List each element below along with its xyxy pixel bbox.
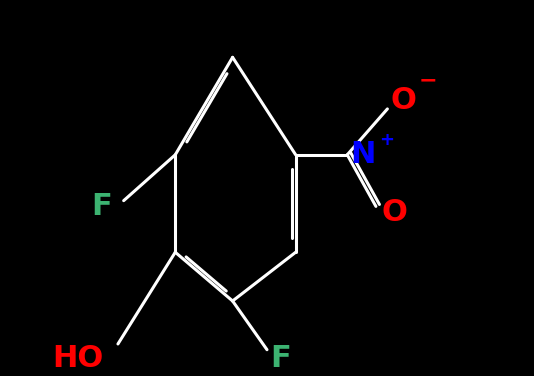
Text: O: O [390, 86, 416, 115]
Text: F: F [270, 344, 290, 373]
Text: O: O [382, 198, 407, 227]
Text: F: F [91, 192, 112, 221]
Text: N: N [350, 140, 375, 169]
Text: HO: HO [52, 344, 104, 373]
Text: −: − [419, 70, 437, 90]
Text: +: + [379, 132, 394, 149]
